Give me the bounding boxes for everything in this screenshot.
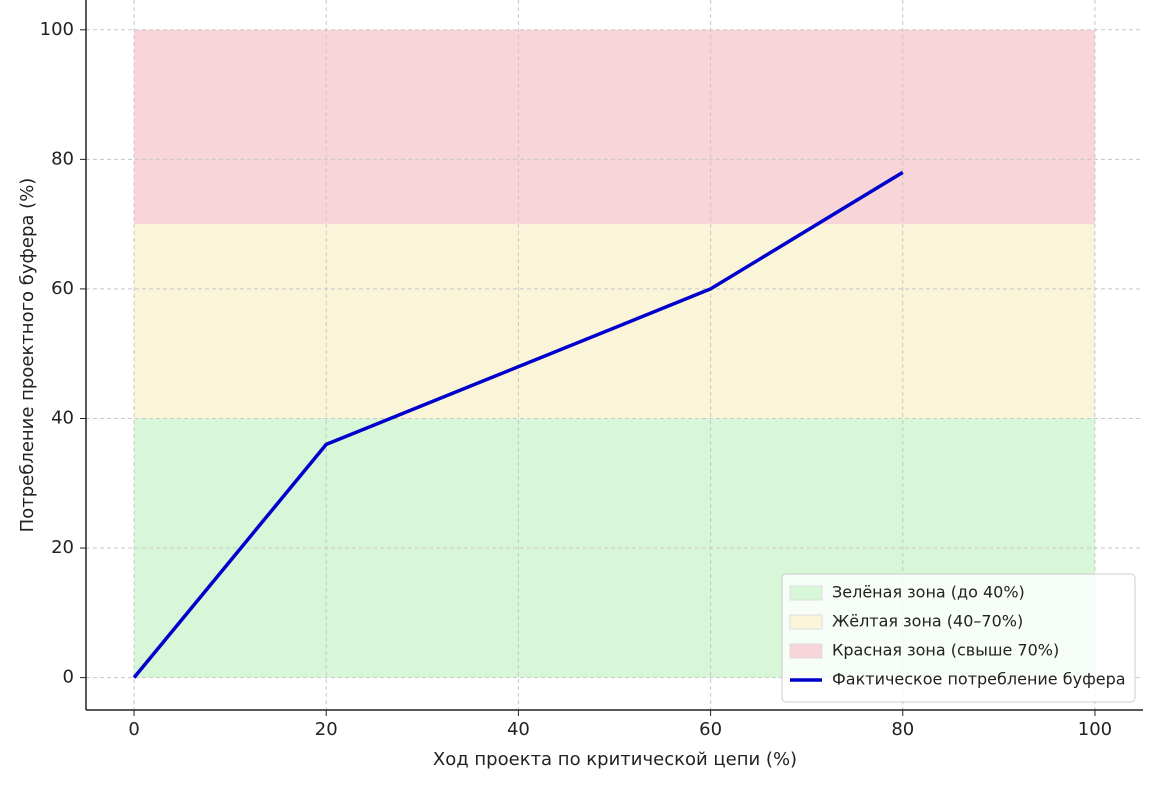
x-tick-label: 60	[699, 719, 722, 740]
y-tick-label: 100	[40, 19, 74, 40]
y-tick-label: 0	[63, 667, 74, 688]
y-axis-label: Потребление проектного буфера (%)	[17, 178, 38, 533]
legend-label: Зелёная зона (до 40%)	[832, 583, 1025, 602]
x-tick-label: 0	[128, 719, 139, 740]
legend-label: Жёлтая зона (40–70%)	[832, 612, 1023, 631]
x-tick-label: 40	[507, 719, 530, 740]
x-tick-label: 100	[1078, 719, 1112, 740]
legend-box	[781, 573, 1136, 703]
y-tick-label: 80	[51, 148, 74, 169]
y-tick-label: 60	[51, 278, 74, 299]
y-tick-label: 40	[51, 407, 74, 428]
legend: Зелёная зона (до 40%) Жёлтая зона (40–70%…	[781, 573, 1136, 703]
legend-swatch	[789, 643, 823, 659]
data-line	[132, 170, 904, 679]
x-tick-label: 80	[891, 719, 914, 740]
legend-label: Фактическое потребление буфера	[832, 670, 1126, 689]
legend-swatch	[789, 585, 823, 601]
x-tick-label: 20	[315, 719, 338, 740]
zone	[134, 224, 1095, 419]
legend-swatch	[789, 614, 823, 630]
y-tick-label: 20	[51, 537, 74, 558]
zone	[134, 29, 1095, 225]
x-axis-label: Ход проекта по критической цепи (%)	[433, 749, 797, 770]
legend-label: Красная зона (свыше 70%)	[832, 641, 1059, 660]
